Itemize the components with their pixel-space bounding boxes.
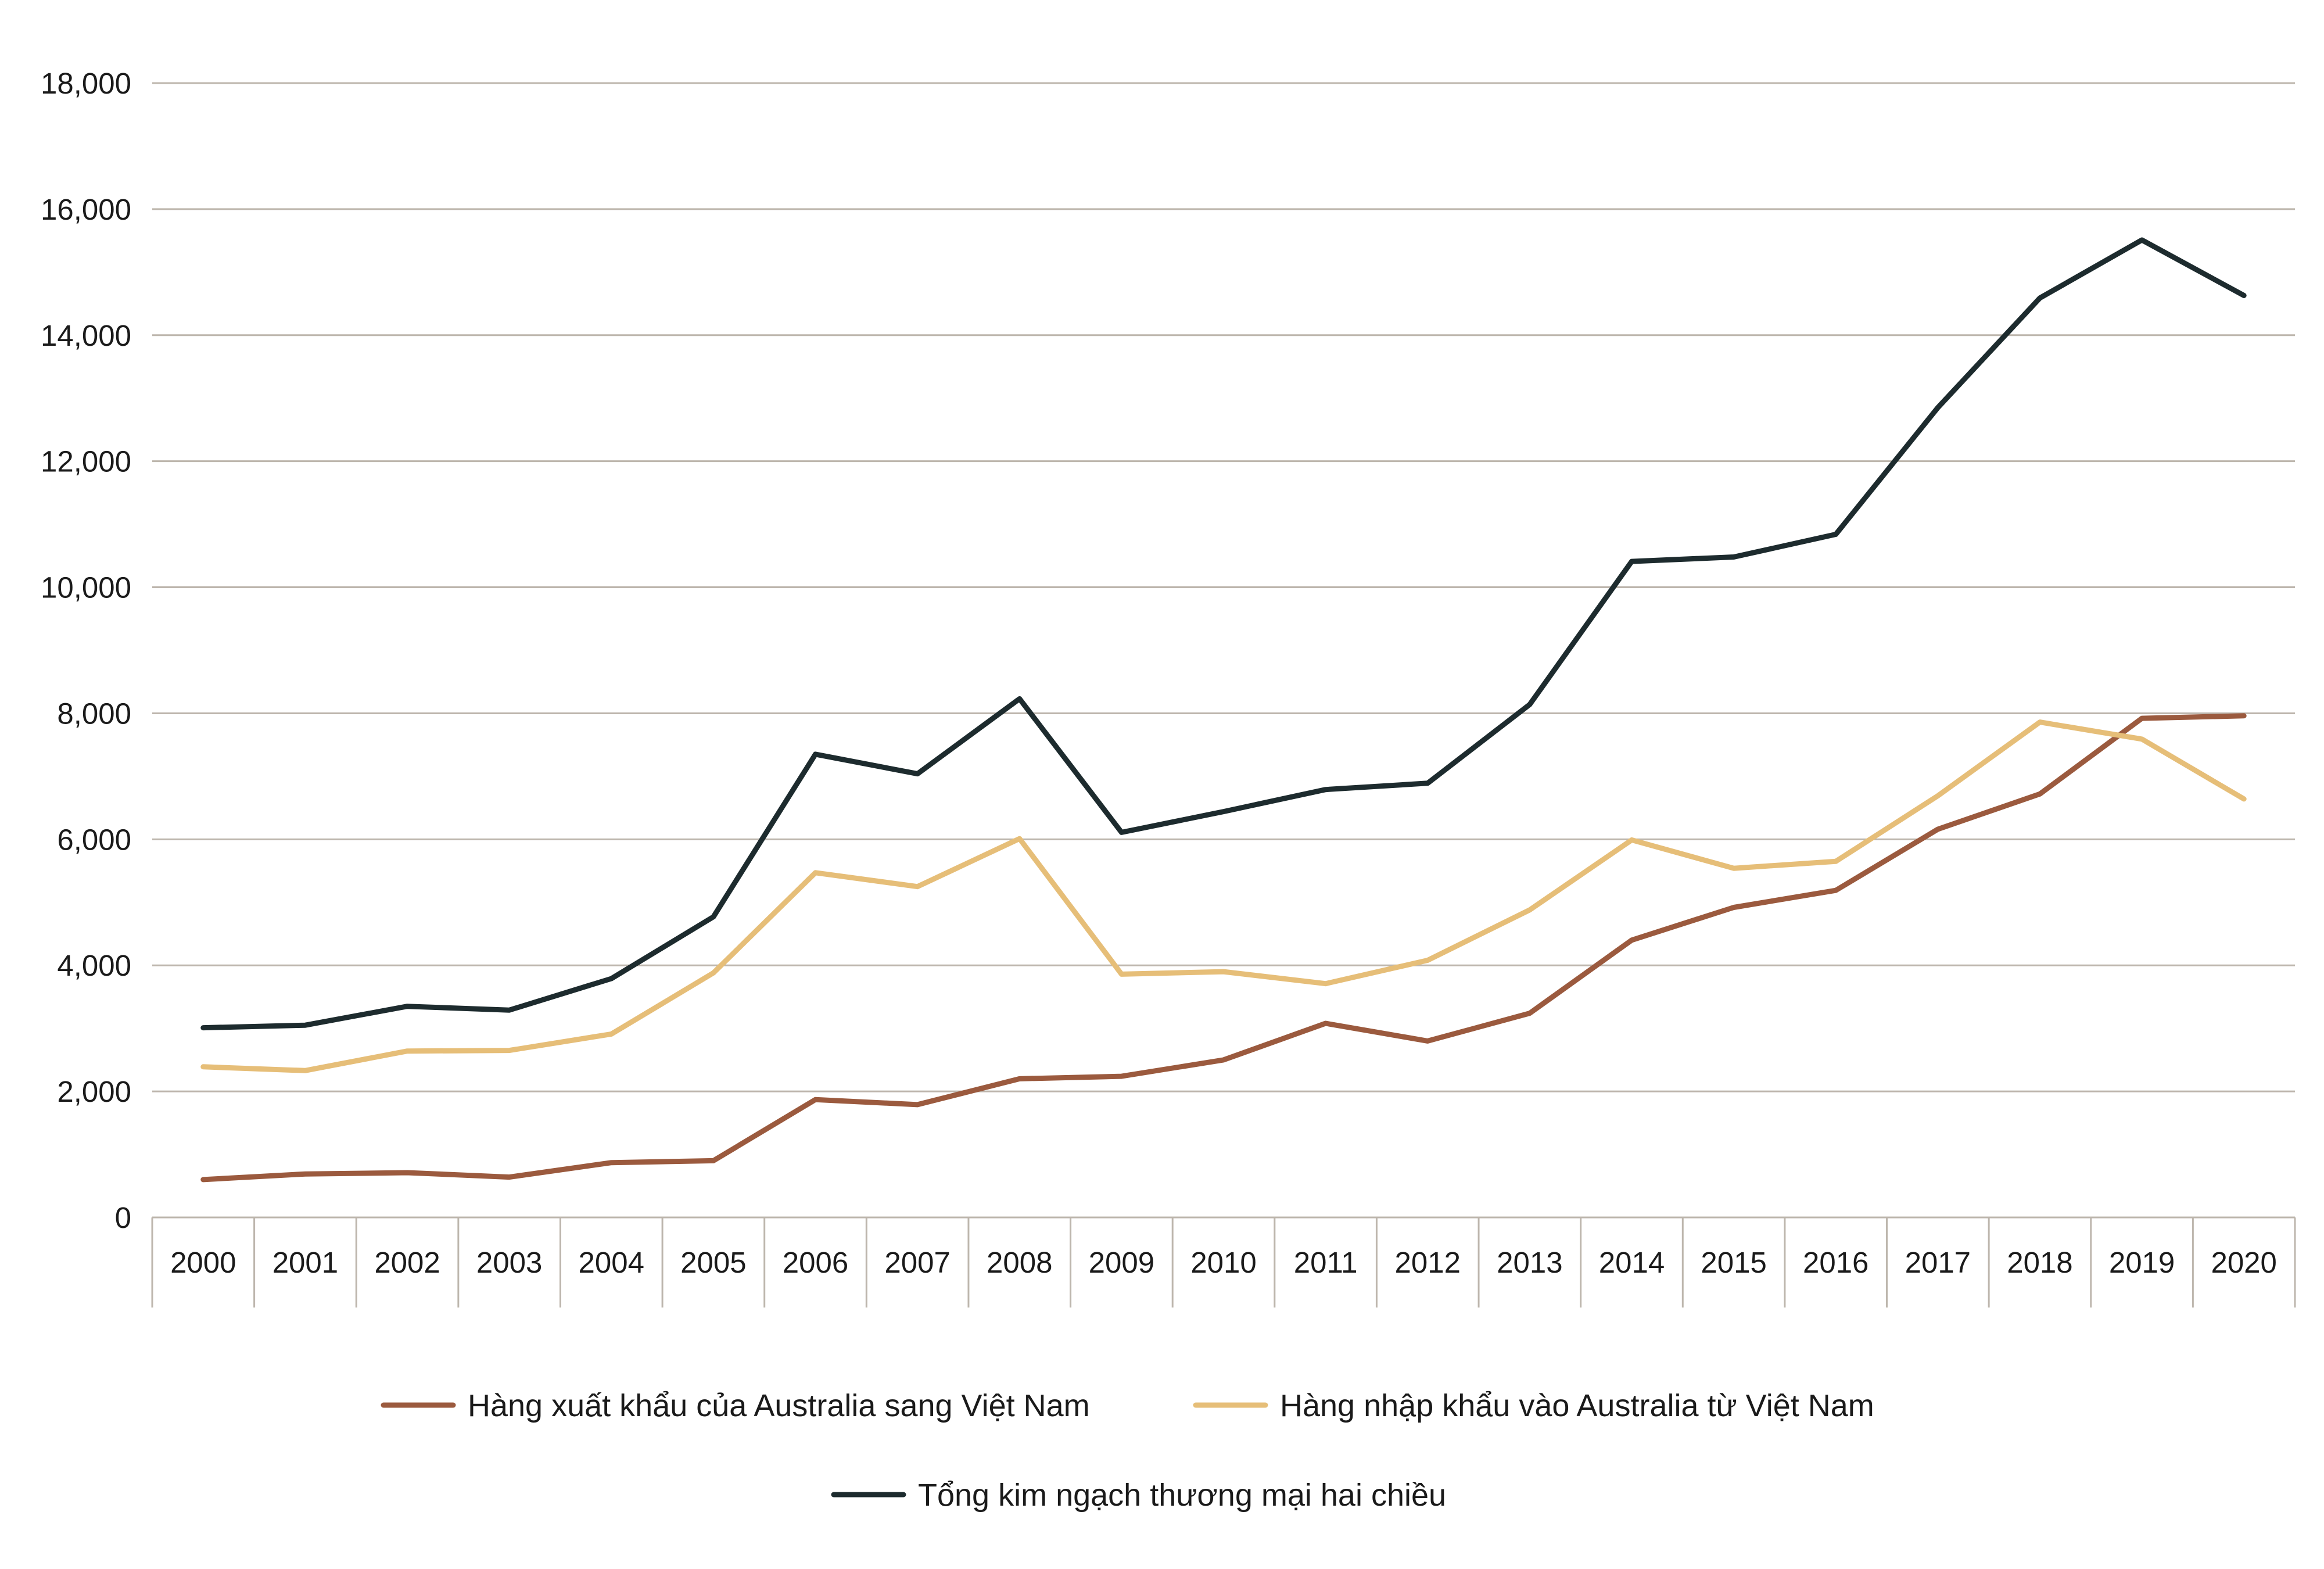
series-lines: [200, 237, 2247, 1183]
x-tick-label: 2014: [1599, 1246, 1665, 1279]
x-tick-label: 2009: [1089, 1246, 1154, 1279]
y-tick-label: 12,000: [41, 445, 131, 478]
series-line-1: [200, 713, 2247, 1183]
x-tick-label: 2011: [1294, 1246, 1358, 1279]
legend-label: Hàng xuất khẩu của Australia sang Việt N…: [468, 1388, 1090, 1423]
y-tick-label: 18,000: [41, 67, 131, 100]
x-tick-label: 2015: [1701, 1246, 1766, 1279]
x-tick-label: 2008: [987, 1246, 1052, 1279]
legend-item-1: Hàng xuất khẩu của Australia sang Việt N…: [381, 1388, 1090, 1423]
gridlines: [152, 82, 2295, 1219]
legend-label: Hàng nhập khẩu vào Australia từ Việt Nam: [1280, 1388, 1874, 1423]
legend: Hàng xuất khẩu của Australia sang Việt N…: [381, 1388, 1874, 1513]
y-tick-label: 2,000: [57, 1075, 131, 1108]
x-axis: 2000 2001 2002 2003 2004 2005 2006 2007 2008 2009…: [151, 1217, 2296, 1308]
legend-item-2: Hàng nhập khẩu vào Australia từ Việt Nam: [1193, 1388, 1874, 1423]
x-tick-label: 2013: [1497, 1246, 1562, 1279]
x-tick-label: 2016: [1803, 1246, 1868, 1279]
y-tick-label: 8,000: [57, 697, 131, 730]
y-tick-label: 14,000: [41, 319, 131, 352]
x-tick-label: 2007: [884, 1246, 950, 1279]
y-tick-label: 4,000: [57, 949, 131, 982]
y-tick-label: 0: [115, 1201, 131, 1234]
y-tick-label: 16,000: [41, 193, 131, 226]
x-tick-label: 2002: [374, 1246, 440, 1279]
series-line-2: [200, 719, 2247, 1073]
legend-label: Tổng kim ngạch thương mại hai chiều: [918, 1478, 1446, 1513]
x-tick-label: 2012: [1395, 1246, 1461, 1279]
x-tick-label: 2010: [1190, 1246, 1256, 1279]
y-tick-label: 6,000: [57, 823, 131, 856]
x-tick-label: 2003: [476, 1246, 542, 1279]
x-tick-label: 2019: [2109, 1246, 2175, 1279]
legend-item-3: Tổng kim ngạch thương mại hai chiều: [831, 1478, 1446, 1513]
x-tick-label: 2001: [272, 1246, 338, 1279]
x-tick-label: 2017: [1905, 1246, 1971, 1279]
y-tick-label: 10,000: [41, 571, 131, 604]
x-tick-label: 2020: [2211, 1246, 2276, 1279]
x-tick-label: 2004: [579, 1246, 644, 1279]
x-tick-label: 2000: [170, 1246, 236, 1279]
x-tick-label: 2005: [680, 1246, 746, 1279]
series-line-3: [200, 237, 2247, 1031]
y-axis-tick-labels: 0 2,000 4,000 6,000 8,000 10,000 12,000 14,000 1…: [41, 67, 131, 1234]
x-tick-label: 2006: [783, 1246, 848, 1279]
x-tick-label: 2018: [2007, 1246, 2072, 1279]
